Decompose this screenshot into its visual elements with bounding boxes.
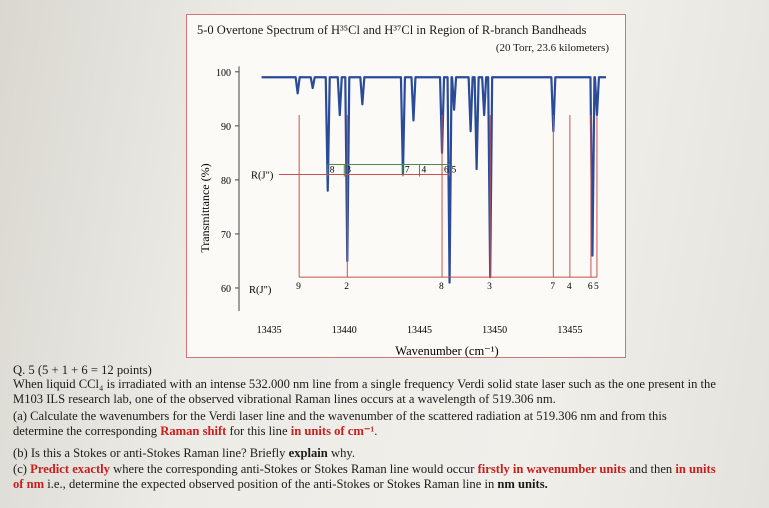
- absorption-dip: [453, 108, 455, 111]
- y-tick-label: 90: [221, 122, 231, 133]
- chart-title: 5-0 Overtone Spectrum of H³⁵Cl and H³⁷Cl…: [197, 23, 587, 37]
- in-units-emphasis: in units: [675, 462, 716, 476]
- absorption-dip: [326, 189, 329, 192]
- part-c-line-1: (c) Predict exactly where the correspond…: [13, 462, 765, 477]
- absorption-dip: [296, 92, 299, 95]
- x-tick-label: 13435: [257, 325, 282, 336]
- part-c-text-and: and then: [626, 462, 676, 476]
- y-tick-label: 100: [216, 68, 231, 79]
- spectrum-line: [261, 76, 606, 284]
- absorption-dip: [448, 281, 451, 284]
- x-tick-label: 13445: [407, 325, 432, 336]
- upper-branch-number: 4: [421, 165, 426, 175]
- part-a-text-end: .: [374, 424, 378, 438]
- y-axis-label: Transmittance (%): [198, 163, 212, 252]
- lower-branch-number: 6: [588, 282, 593, 292]
- chart-frame: 5-0 Overtone Spectrum of H³⁵Cl and H³⁷Cl…: [186, 14, 626, 358]
- lower-branch-number: 8: [439, 282, 444, 292]
- upper-branch-number: 8: [330, 165, 335, 175]
- y-tick-label: 70: [221, 230, 231, 241]
- question-part-b: (b) Is this a Stokes or anti-Stokes Rama…: [13, 446, 765, 461]
- lower-branch-number: 5: [594, 282, 599, 292]
- part-a-text: determine the corresponding: [13, 424, 161, 438]
- lower-branch-number: 4: [567, 282, 572, 292]
- upper-branch-number: 5: [452, 165, 457, 175]
- part-b-text-end: why.: [327, 446, 355, 460]
- question-intro-line-1: When liquid CCl₄ is irradiated with an i…: [13, 377, 716, 391]
- raman-shift-emphasis: Raman shift: [160, 424, 227, 438]
- part-c-line-2: of nm i.e., determine the expected obser…: [13, 477, 765, 492]
- upper-branch-number: 3: [346, 165, 351, 175]
- question-intro-line-2: M103 ILS research lab, one of the observ…: [13, 392, 556, 406]
- x-axis-label: Wavenumber (cm⁻¹): [395, 344, 498, 358]
- absorption-dip: [412, 119, 415, 122]
- lower-branch-number: 3: [487, 282, 492, 292]
- absorption-dip: [469, 130, 472, 133]
- question-header: Q. 5 (5 + 1 + 6 = 12 points): [13, 363, 152, 377]
- lower-branch-number: 9: [296, 282, 301, 292]
- lower-branch-number: 7: [550, 282, 555, 292]
- question-part-c: (c) Predict exactly where the correspond…: [13, 462, 765, 492]
- lower-branch-label: R(J"): [249, 285, 272, 296]
- y-tick-label: 80: [221, 176, 231, 187]
- x-tick-label: 13450: [482, 325, 507, 336]
- upper-branch-number: 6: [444, 165, 449, 175]
- y-tick-label: 60: [221, 284, 231, 295]
- absorption-dip: [483, 114, 485, 116]
- lower-branch-number: 2: [344, 282, 349, 292]
- absorption-dip: [361, 103, 364, 106]
- nm-units-emphasis: nm units.: [497, 477, 548, 491]
- x-tick-label: 13455: [557, 325, 582, 336]
- predict-emphasis: Predict exactly: [30, 462, 110, 476]
- explain-emphasis: explain: [288, 446, 328, 460]
- absorption-dip: [475, 168, 478, 170]
- nm-emphasis: of nm: [13, 477, 45, 491]
- part-c-text-mid: where the corresponding anti-Stokes or S…: [109, 462, 478, 476]
- upper-branch-label: R(J"): [251, 170, 274, 181]
- part-c-text: (c): [13, 462, 31, 476]
- units-emphasis: in units of cm⁻¹: [290, 424, 375, 438]
- part-b-text: (b) Is this a Stokes or anti-Stokes Rama…: [13, 446, 289, 460]
- absorption-dip: [311, 87, 314, 89]
- question-part-a: (a) Calculate the wavenumbers for the Ve…: [13, 409, 765, 439]
- absorption-dip: [338, 114, 341, 116]
- wavenumber-units-emphasis: firstly in wavenumber units: [477, 462, 627, 476]
- upper-branch-number: 7: [405, 165, 410, 175]
- question-intro: When liquid CCl₄ is irradiated with an i…: [13, 377, 765, 407]
- part-a-line-1: (a) Calculate the wavenumbers for the Ve…: [13, 409, 667, 423]
- part-c-text-2: i.e., determine the expected observed po…: [44, 477, 498, 491]
- x-tick-label: 13440: [332, 325, 357, 336]
- part-a-line-2: determine the corresponding Raman shift …: [13, 424, 765, 439]
- chart-subtitle: (20 Torr, 23.6 kilometers): [495, 42, 609, 54]
- absorption-dip: [591, 254, 594, 257]
- part-a-text-mid: for this line: [226, 424, 291, 438]
- spectrum-plot: 100 90 80 70 60 13435 13440 13445 13450 13455 Tran…: [198, 66, 606, 358]
